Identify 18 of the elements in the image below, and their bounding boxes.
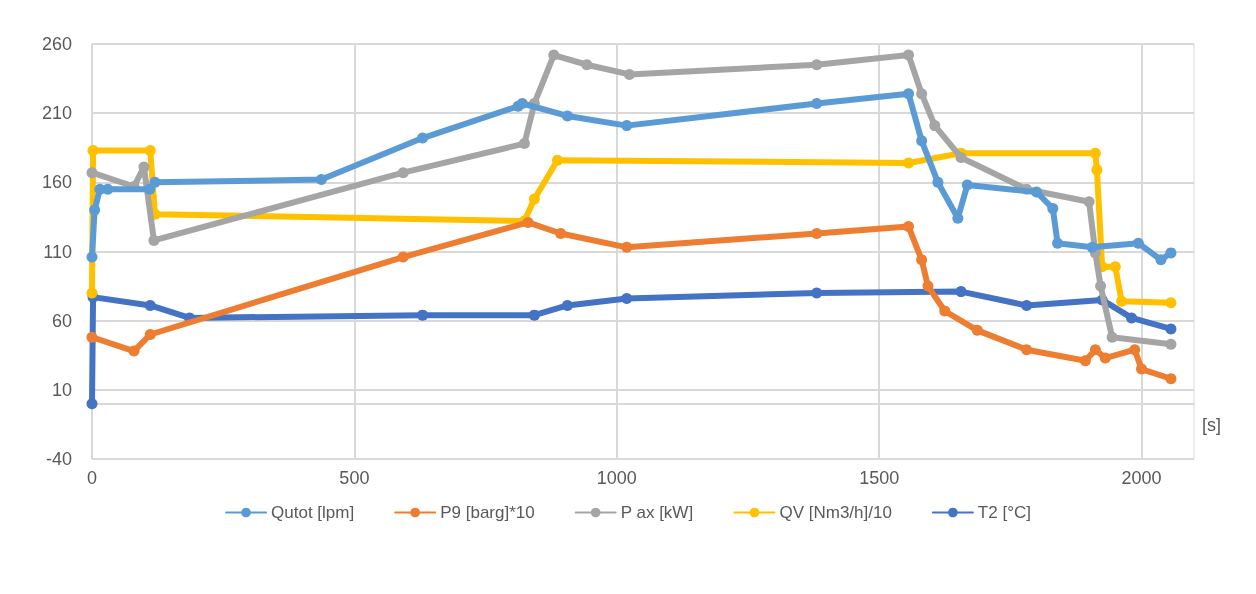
y-tick-label: 60 — [51, 310, 72, 331]
legend-label: P ax [kW] — [620, 503, 694, 522]
x-tick-label: 500 — [339, 468, 370, 488]
x-tick-label: 1000 — [596, 468, 637, 488]
legend-label: T2 [°C] — [977, 503, 1031, 522]
y-tick-label: 110 — [43, 241, 72, 262]
x-tick-label: 0 — [86, 468, 98, 488]
x-tick-label: 2000 — [1121, 468, 1162, 488]
y-tick-label: 210 — [41, 103, 72, 124]
legend-label: QV [Nm3/h]/10 — [779, 503, 892, 522]
x-tick-label: 1500 — [859, 468, 900, 488]
x-axis-title: [s] — [1202, 414, 1222, 435]
y-tick-label: 160 — [41, 172, 72, 193]
legend-label: P9 [barg]*10 — [440, 503, 535, 522]
y-tick-label: -40 — [45, 449, 72, 469]
legend-label: Qutot [lpm] — [271, 503, 355, 522]
y-tick-label: 10 — [51, 379, 72, 400]
y-tick-label: 260 — [41, 34, 72, 54]
